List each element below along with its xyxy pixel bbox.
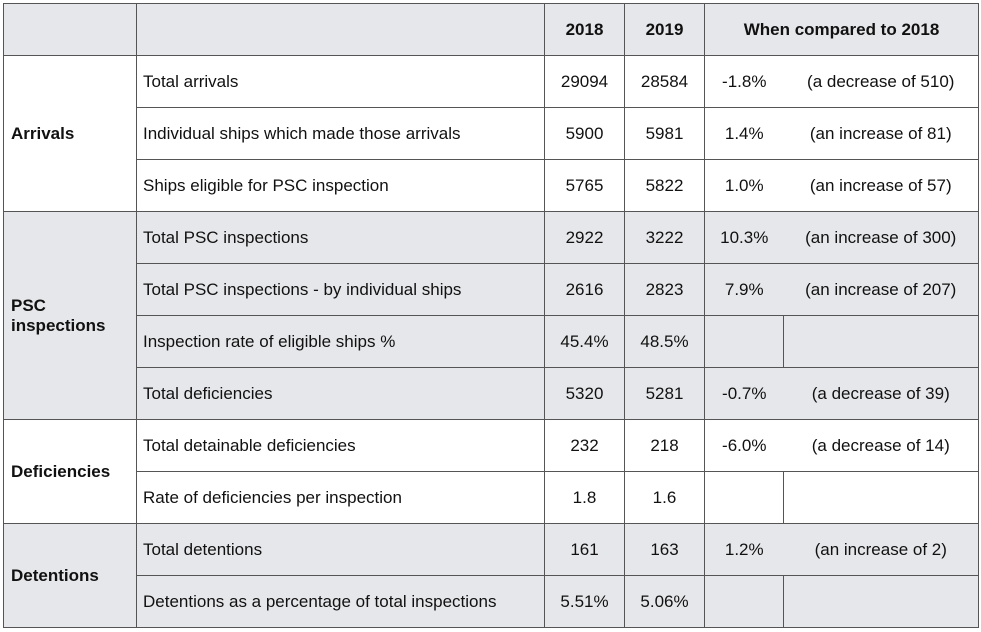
statistics-table: 2018 2019 When compared to 2018 Arrivals…	[3, 3, 979, 628]
value-2019: 28584	[624, 55, 705, 108]
table-row: Detentions Total detentions 161 163 1.2%…	[3, 523, 979, 628]
change-note: (an increase of 81)	[783, 107, 979, 160]
value-2019: 218	[624, 419, 705, 472]
value-2019: 2823	[624, 263, 705, 316]
group-label-deficiencies: Deficiencies	[3, 419, 137, 524]
table-row: Ships eligible for PSC inspection 5765 5…	[4, 159, 979, 212]
row-label: Ships eligible for PSC inspection	[136, 159, 545, 212]
value-2019: 5822	[624, 159, 705, 212]
value-2018: 5.51%	[544, 575, 625, 628]
value-2018: 5900	[544, 107, 625, 160]
header-row: 2018 2019 When compared to 2018	[3, 3, 979, 56]
row-label: Rate of deficiencies per inspection	[136, 471, 545, 524]
value-2019: 5.06%	[624, 575, 705, 628]
row-label: Total detentions	[136, 523, 545, 576]
value-2018: 232	[544, 419, 625, 472]
row-label: Total detainable deficiencies	[136, 419, 545, 472]
table-row: Rate of deficiencies per inspection 1.8 …	[4, 471, 979, 524]
table-row: Individual ships which made those arriva…	[4, 107, 979, 160]
table-row: Arrivals Total arrivals 29094 28584 -1.8…	[3, 55, 979, 212]
percent-change: -0.7%	[704, 367, 784, 420]
change-note	[783, 471, 979, 524]
table-row: PSC inspections Total PSC inspections 29…	[3, 211, 979, 420]
row-label: Total arrivals	[136, 55, 545, 108]
statistics-table-container: 2018 2019 When compared to 2018 Arrivals…	[3, 3, 979, 628]
value-2019: 5281	[624, 367, 705, 420]
table-row: Total deficiencies 5320 5281 -0.7% (a de…	[4, 367, 979, 420]
group-label-detentions: Detentions	[3, 523, 137, 628]
percent-change	[704, 471, 784, 524]
header-comparison: When compared to 2018	[704, 3, 979, 56]
value-2018: 161	[544, 523, 625, 576]
row-label: Detentions as a percentage of total insp…	[136, 575, 545, 628]
table-row: Detentions as a percentage of total insp…	[4, 575, 979, 628]
row-label: Inspection rate of eligible ships %	[136, 315, 545, 368]
header-empty-label	[136, 3, 545, 56]
value-2019: 5981	[624, 107, 705, 160]
percent-change	[704, 575, 784, 628]
change-note: (an increase of 57)	[783, 159, 979, 212]
value-2018: 5765	[544, 159, 625, 212]
change-note	[783, 575, 979, 628]
percent-change	[704, 315, 784, 368]
value-2018: 5320	[544, 367, 625, 420]
value-2019: 3222	[624, 211, 705, 264]
table-row: Total PSC inspections - by individual sh…	[4, 263, 979, 316]
percent-change: 7.9%	[704, 263, 784, 316]
row-label: Individual ships which made those arriva…	[136, 107, 545, 160]
percent-change: -6.0%	[704, 419, 784, 472]
value-2018: 2922	[544, 211, 625, 264]
value-2018: 2616	[544, 263, 625, 316]
header-2019: 2019	[624, 3, 705, 56]
change-note: (an increase of 2)	[783, 523, 979, 576]
change-note: (a decrease of 14)	[783, 419, 979, 472]
header-2018: 2018	[544, 3, 625, 56]
row-label: Total deficiencies	[136, 367, 545, 420]
value-2018: 45.4%	[544, 315, 625, 368]
group-label-psc-inspections: PSC inspections	[3, 211, 137, 420]
percent-change: 1.2%	[704, 523, 784, 576]
value-2019: 163	[624, 523, 705, 576]
value-2019: 1.6	[624, 471, 705, 524]
percent-change: 1.4%	[704, 107, 784, 160]
value-2018: 29094	[544, 55, 625, 108]
change-note: (an increase of 207)	[783, 263, 979, 316]
table-row: Inspection rate of eligible ships % 45.4…	[4, 315, 979, 368]
change-note: (a decrease of 39)	[783, 367, 979, 420]
percent-change: 10.3%	[704, 211, 784, 264]
row-label: Total PSC inspections - by individual sh…	[136, 263, 545, 316]
value-2019: 48.5%	[624, 315, 705, 368]
value-2018: 1.8	[544, 471, 625, 524]
table-row: Deficiencies Total detainable deficienci…	[3, 419, 979, 524]
header-empty-group	[3, 3, 137, 56]
group-label-arrivals: Arrivals	[3, 55, 137, 212]
percent-change: 1.0%	[704, 159, 784, 212]
row-label: Total PSC inspections	[136, 211, 545, 264]
change-note: (an increase of 300)	[783, 211, 979, 264]
change-note: (a decrease of 510)	[783, 55, 979, 108]
percent-change: -1.8%	[704, 55, 784, 108]
change-note	[783, 315, 979, 368]
